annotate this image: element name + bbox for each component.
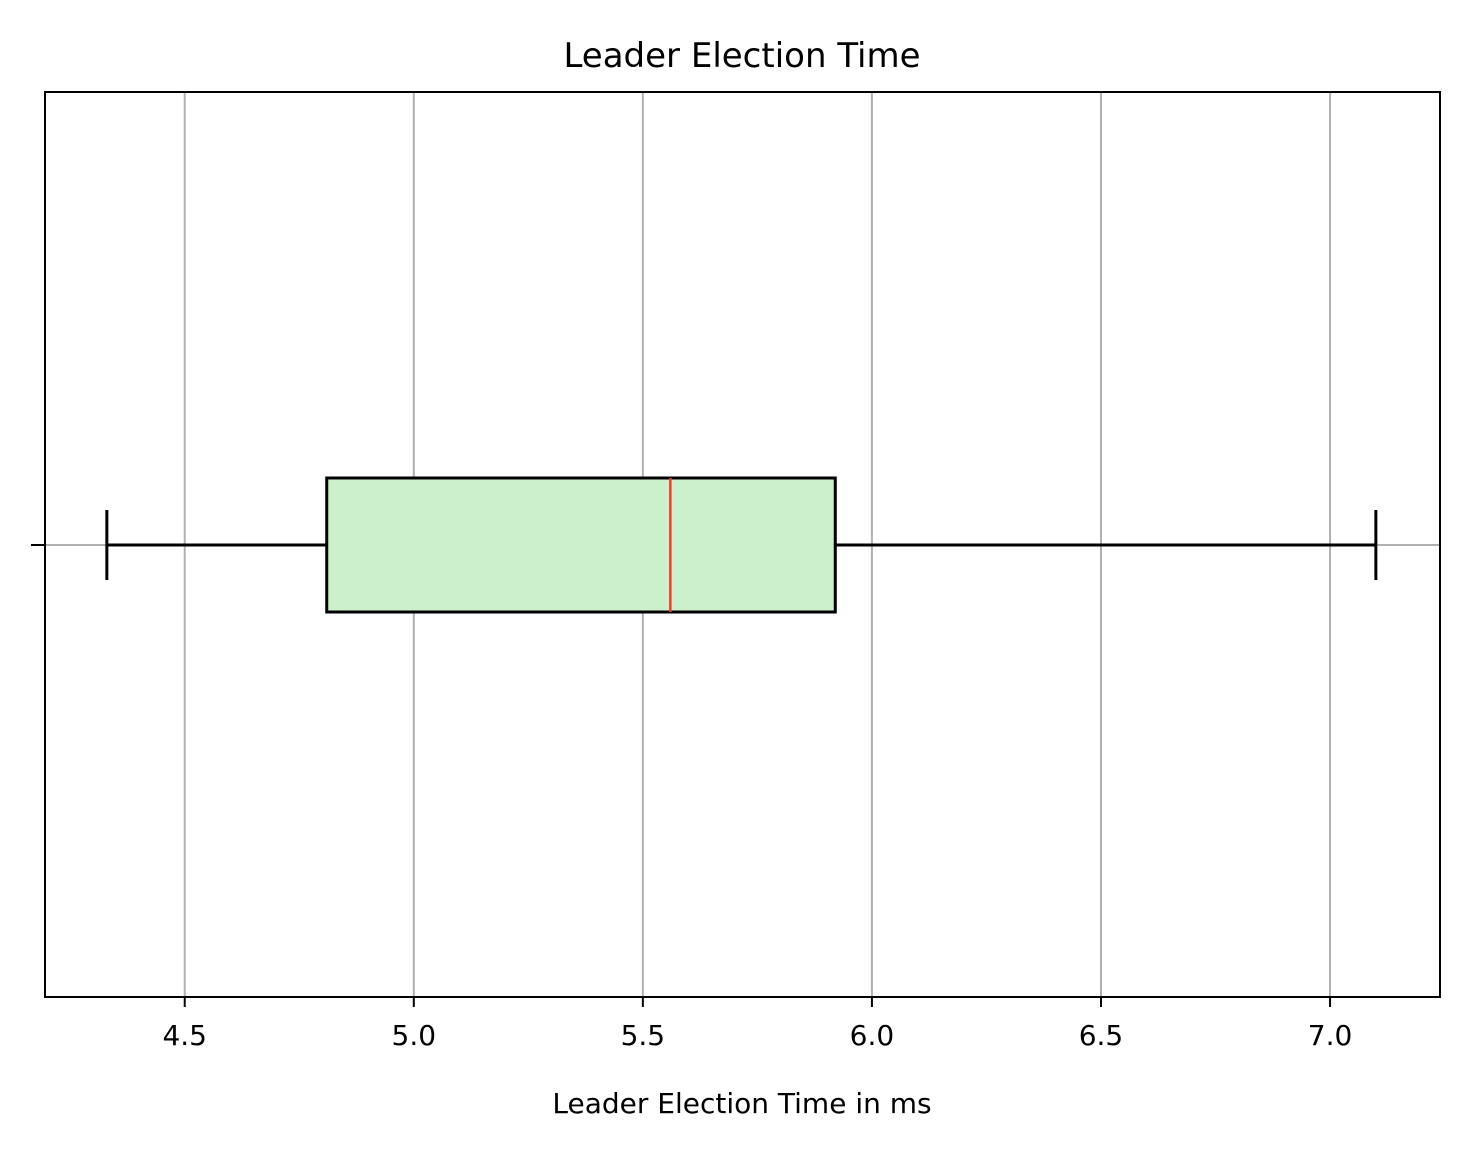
iqr-box	[325, 476, 837, 614]
plot-frame	[44, 91, 1441, 998]
x-tick-label: 7.0	[1308, 1019, 1353, 1052]
x-tick-label: 5.5	[621, 1019, 666, 1052]
x-axis-label: Leader Election Time in ms	[552, 1087, 931, 1120]
x-tick-label: 6.0	[850, 1019, 895, 1052]
chart-title: Leader Election Time	[563, 36, 920, 76]
x-tick-label: 4.5	[162, 1019, 207, 1052]
box-plot	[105, 476, 1378, 614]
x-tick-label: 6.5	[1079, 1019, 1124, 1052]
x-axis: 4.5 5.0 5.5 6.0 6.5 7.0	[31, 544, 1353, 1052]
x-tick-label: 5.0	[392, 1019, 437, 1052]
